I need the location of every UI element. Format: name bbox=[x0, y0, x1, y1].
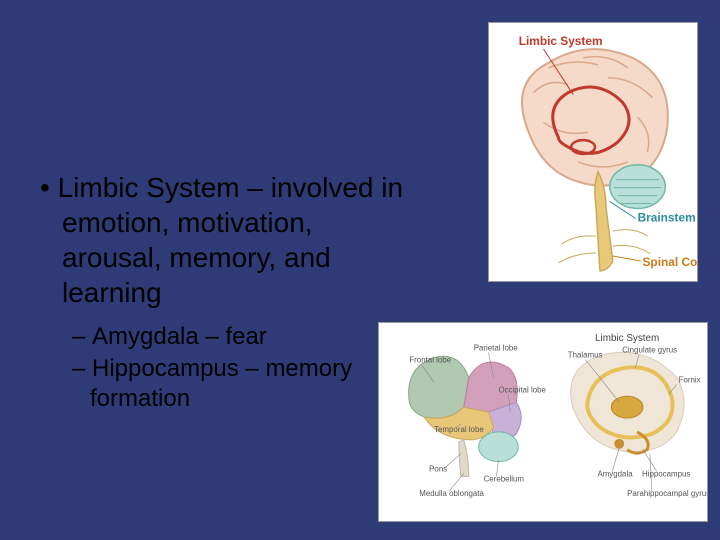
brain-lobes-limbic-figure: Frontal lobe Parietal lobe Temporal lobe… bbox=[378, 322, 708, 522]
cerebellum-shape bbox=[610, 165, 665, 209]
brain-sagittal-figure: Limbic System Brainstem Spinal Cord bbox=[488, 22, 698, 282]
lbl-cerebellum: Cerebellum bbox=[484, 474, 525, 483]
main-bullet-text: Limbic System – involved in emotion, mot… bbox=[58, 172, 403, 308]
main-bullet: • Limbic System – involved in emotion, m… bbox=[40, 170, 412, 310]
lbl-limbic-title: Limbic System bbox=[595, 333, 659, 344]
lbl-cingulate: Cingulate gyrus bbox=[622, 346, 677, 355]
thalamus-shape bbox=[611, 396, 643, 418]
lbl-pons: Pons bbox=[429, 465, 447, 474]
brain-lobes-limbic-svg: Frontal lobe Parietal lobe Temporal lobe… bbox=[379, 323, 707, 521]
left-cerebellum bbox=[479, 432, 519, 462]
label-brainstem: Brainstem bbox=[638, 210, 696, 224]
sub-bullet-2: – Hippocampus – memory formation bbox=[72, 354, 392, 414]
sub-bullet-1: – Amygdala – fear bbox=[72, 322, 392, 352]
lbl-parahippo: Parahippocampal gyrus bbox=[627, 489, 707, 498]
lbl-parietal: Parietal lobe bbox=[474, 344, 519, 353]
brain-sagittal-svg: Limbic System Brainstem Spinal Cord bbox=[489, 23, 697, 281]
lbl-fornix: Fornix bbox=[679, 375, 701, 384]
lbl-medulla: Medulla oblongata bbox=[419, 489, 484, 498]
lbl-frontal: Frontal lobe bbox=[409, 356, 451, 365]
lbl-temporal: Temporal lobe bbox=[434, 425, 484, 434]
sub-bullet-2-text: Hippocampus – memory formation bbox=[90, 355, 352, 412]
lbl-thalamus: Thalamus bbox=[568, 351, 603, 360]
amygdala-shape bbox=[614, 439, 624, 449]
lbl-occipital: Occipital lobe bbox=[498, 385, 546, 394]
sub-bullets: – Amygdala – fear – Hippocampus – memory… bbox=[72, 320, 392, 416]
sub-bullet-1-text: Amygdala – fear bbox=[92, 323, 267, 350]
lbl-hippocampus: Hippocampus bbox=[642, 469, 690, 478]
label-limbic: Limbic System bbox=[519, 34, 603, 48]
label-spinalcord: Spinal Cord bbox=[643, 255, 697, 269]
bullet-marker: • bbox=[40, 172, 58, 203]
slide: • Limbic System – involved in emotion, m… bbox=[0, 0, 720, 540]
lbl-amygdala: Amygdala bbox=[597, 469, 633, 478]
